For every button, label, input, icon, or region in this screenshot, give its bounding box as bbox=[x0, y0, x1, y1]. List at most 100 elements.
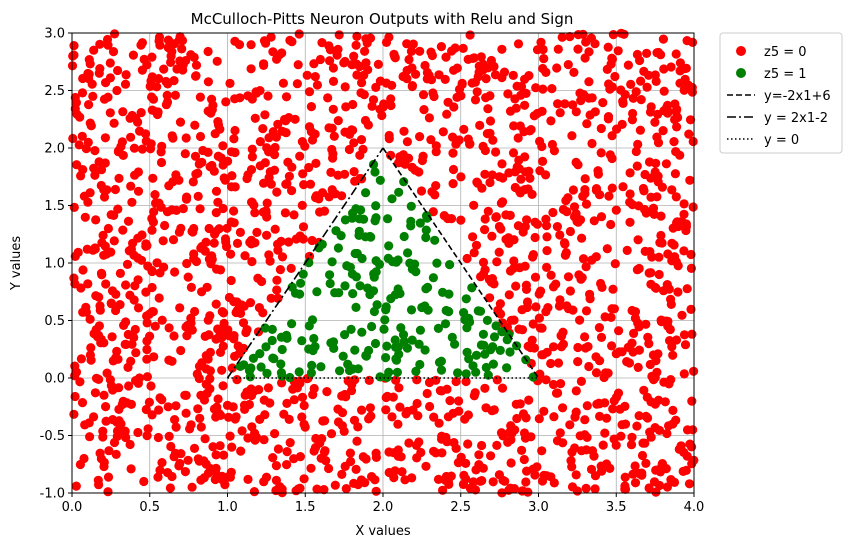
scatter-point-z5-0 bbox=[397, 467, 407, 477]
scatter-point-z5-0 bbox=[116, 419, 126, 429]
scatter-point-z5-0 bbox=[546, 116, 556, 126]
scatter-point-z5-0 bbox=[526, 125, 536, 135]
legend-marker-z5-1 bbox=[736, 68, 746, 78]
scatter-point-z5-0 bbox=[340, 461, 350, 471]
scatter-point-z5-0 bbox=[646, 102, 656, 112]
scatter-point-z5-1 bbox=[489, 332, 500, 342]
scatter-point-z5-0 bbox=[448, 164, 459, 175]
scatter-point-z5-0 bbox=[330, 480, 340, 490]
scatter-point-z5-0 bbox=[422, 74, 432, 84]
scatter-point-z5-0 bbox=[325, 56, 335, 66]
scatter-point-z5-0 bbox=[294, 29, 304, 39]
scatter-point-z5-0 bbox=[685, 175, 695, 185]
scatter-point-z5-0 bbox=[109, 236, 119, 246]
scatter-point-z5-0 bbox=[486, 451, 496, 461]
scatter-point-z5-0 bbox=[311, 158, 321, 168]
scatter-point-z5-0 bbox=[232, 305, 243, 315]
scatter-point-z5-0 bbox=[85, 314, 95, 324]
scatter-point-z5-0 bbox=[448, 148, 458, 158]
scatter-point-z5-0 bbox=[306, 102, 316, 112]
scatter-point-z5-0 bbox=[553, 99, 563, 109]
scatter-point-z5-0 bbox=[563, 60, 573, 70]
scatter-point-z5-0 bbox=[315, 207, 325, 217]
scatter-point-z5-0 bbox=[260, 158, 270, 168]
scatter-point-z5-0 bbox=[122, 259, 133, 269]
scatter-point-z5-0 bbox=[230, 36, 240, 46]
scatter-point-z5-0 bbox=[203, 147, 213, 157]
legend-label-dashed-line: y=-2x1+6 bbox=[764, 89, 831, 104]
scatter-point-z5-0 bbox=[259, 435, 269, 445]
scatter-point-z5-0 bbox=[491, 212, 501, 222]
scatter-point-z5-0 bbox=[386, 150, 396, 160]
scatter-point-z5-0 bbox=[232, 375, 242, 385]
scatter-point-z5-0 bbox=[326, 429, 337, 439]
scatter-point-z5-0 bbox=[664, 284, 674, 294]
scatter-point-z5-1 bbox=[374, 259, 385, 269]
scatter-point-z5-0 bbox=[90, 146, 100, 156]
scatter-point-z5-0 bbox=[106, 210, 116, 220]
scatter-point-z5-0 bbox=[83, 279, 93, 289]
scatter-point-z5-0 bbox=[631, 87, 641, 97]
scatter-point-z5-0 bbox=[481, 74, 491, 84]
scatter-point-z5-0 bbox=[663, 321, 673, 331]
scatter-point-z5-0 bbox=[292, 79, 302, 89]
scatter-point-z5-0 bbox=[441, 52, 451, 62]
scatter-point-z5-0 bbox=[627, 200, 638, 210]
scatter-point-z5-0 bbox=[103, 472, 114, 482]
scatter-point-z5-0 bbox=[574, 270, 584, 280]
scatter-point-z5-0 bbox=[491, 147, 501, 157]
scatter-point-z5-1 bbox=[371, 267, 381, 277]
scatter-point-z5-0 bbox=[312, 484, 322, 494]
scatter-point-z5-0 bbox=[96, 165, 107, 175]
scatter-point-z5-0 bbox=[685, 439, 695, 449]
scatter-point-z5-0 bbox=[589, 216, 599, 226]
scatter-point-z5-0 bbox=[606, 219, 616, 230]
scatter-point-z5-0 bbox=[171, 422, 181, 432]
scatter-point-z5-1 bbox=[406, 305, 417, 315]
scatter-point-z5-0 bbox=[618, 96, 628, 106]
scatter-point-z5-0 bbox=[644, 157, 655, 167]
scatter-point-z5-0 bbox=[148, 173, 158, 183]
scatter-point-z5-0 bbox=[204, 223, 214, 234]
scatter-point-z5-0 bbox=[459, 470, 469, 480]
scatter-point-z5-0 bbox=[190, 306, 200, 317]
scatter-point-z5-0 bbox=[118, 225, 128, 235]
scatter-point-z5-0 bbox=[404, 54, 414, 65]
scatter-point-z5-0 bbox=[516, 174, 526, 184]
scatter-point-z5-0 bbox=[609, 304, 620, 314]
scatter-point-z5-0 bbox=[518, 409, 529, 419]
scatter-point-z5-0 bbox=[100, 241, 110, 251]
scatter-point-z5-0 bbox=[568, 305, 578, 315]
scatter-point-z5-0 bbox=[634, 411, 644, 421]
scatter-point-z5-0 bbox=[272, 187, 282, 197]
scatter-point-z5-0 bbox=[509, 256, 519, 266]
scatter-point-z5-0 bbox=[666, 62, 676, 72]
scatter-point-z5-0 bbox=[137, 144, 147, 154]
scatter-point-z5-0 bbox=[591, 184, 602, 194]
scatter-point-z5-0 bbox=[297, 137, 307, 147]
scatter-point-z5-1 bbox=[246, 363, 256, 373]
scatter-point-z5-0 bbox=[113, 147, 123, 157]
scatter-point-z5-0 bbox=[121, 339, 131, 349]
scatter-point-z5-0 bbox=[255, 414, 265, 424]
scatter-point-z5-1 bbox=[277, 344, 287, 355]
scatter-point-z5-0 bbox=[70, 92, 80, 103]
scatter-point-z5-0 bbox=[287, 37, 297, 47]
scatter-point-z5-0 bbox=[203, 46, 213, 57]
scatter-point-z5-0 bbox=[556, 331, 566, 341]
y-tick-label: 0.5 bbox=[44, 314, 65, 329]
scatter-point-z5-0 bbox=[591, 352, 601, 362]
scatter-point-z5-0 bbox=[235, 93, 245, 103]
scatter-point-z5-0 bbox=[449, 438, 459, 448]
scatter-point-z5-0 bbox=[684, 479, 695, 489]
scatter-point-z5-0 bbox=[482, 129, 492, 139]
scatter-point-z5-0 bbox=[454, 406, 464, 416]
scatter-point-z5-0 bbox=[599, 372, 609, 383]
scatter-point-z5-0 bbox=[656, 211, 666, 221]
scatter-point-z5-0 bbox=[506, 458, 516, 468]
scatter-point-z5-0 bbox=[494, 247, 504, 257]
scatter-point-z5-1 bbox=[371, 201, 381, 211]
scatter-point-z5-1 bbox=[387, 194, 397, 204]
scatter-point-z5-0 bbox=[195, 131, 206, 142]
